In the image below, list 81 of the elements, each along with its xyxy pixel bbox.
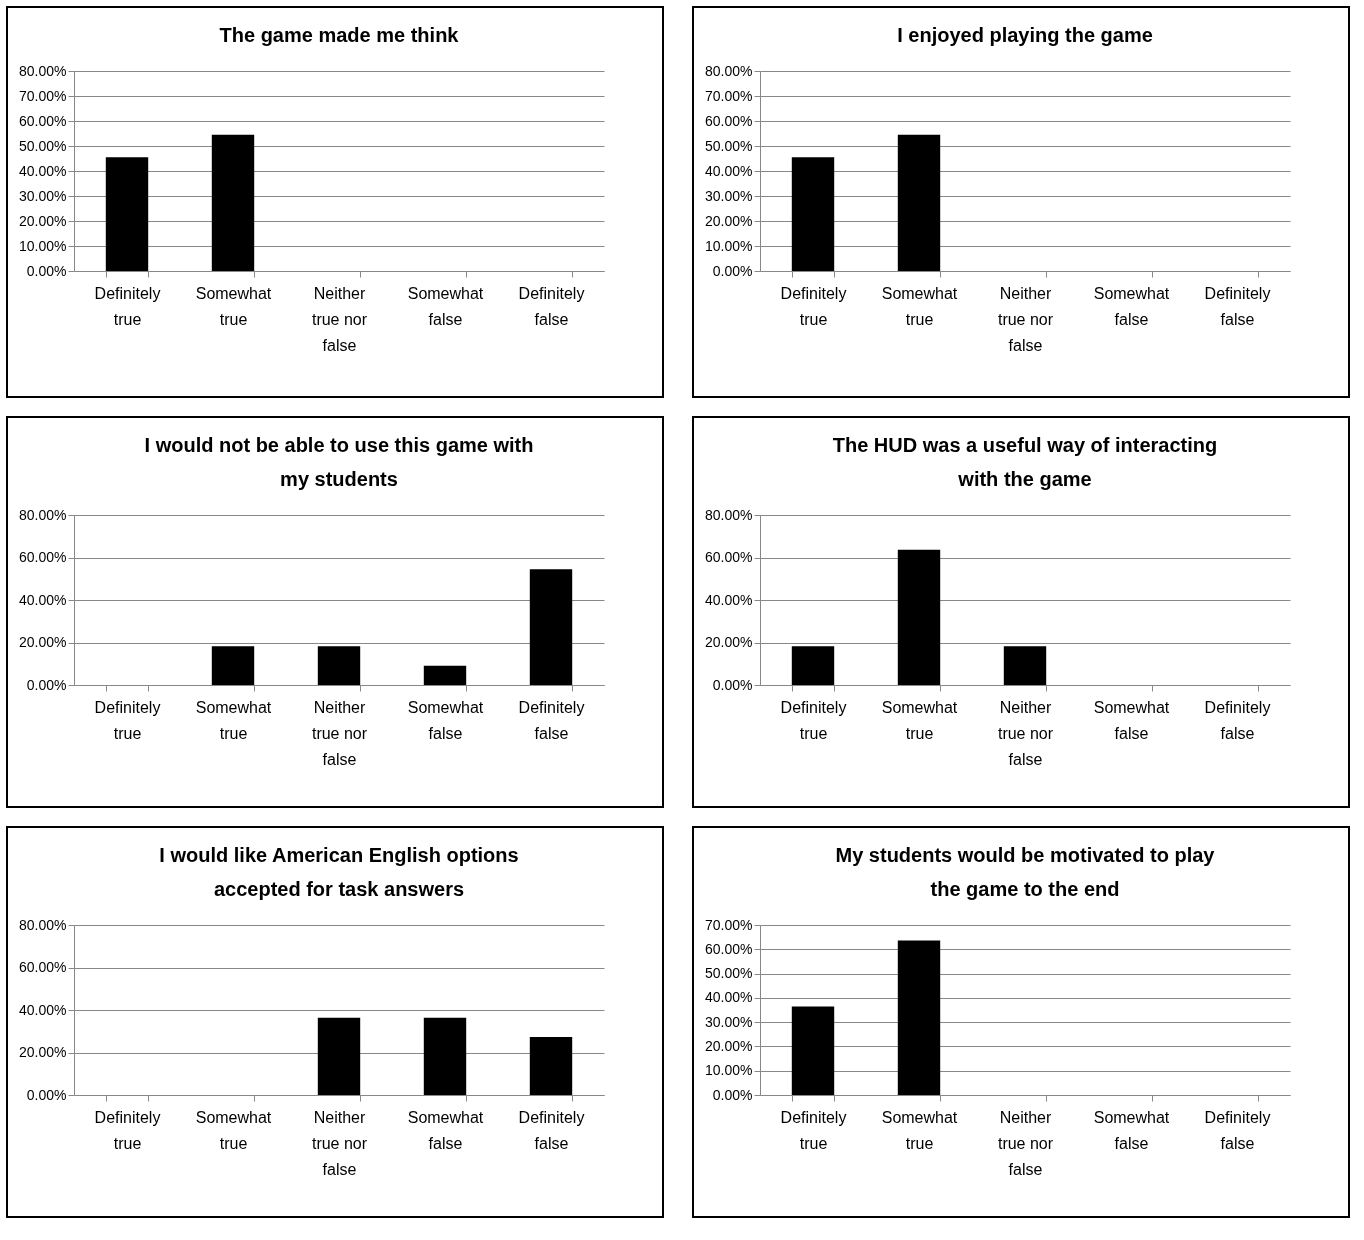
x-tick-label: Definitely false xyxy=(1204,1108,1271,1152)
y-tick-label: 50.00% xyxy=(19,137,67,154)
y-tick-label: 70.00% xyxy=(705,87,753,104)
y-tick-label: 40.00% xyxy=(705,591,753,608)
y-tick-label: 0.00% xyxy=(26,1086,67,1103)
x-tick-label: Definitely true xyxy=(780,284,847,328)
y-tick-label: 0.00% xyxy=(712,1086,753,1103)
x-tick-label: Neither true nor false xyxy=(311,698,368,768)
y-tick-label: 30.00% xyxy=(19,187,67,204)
y-tick-label: 80.00% xyxy=(19,916,67,933)
chart-title: The HUD was a useful way of interacting with the game xyxy=(832,434,1218,490)
x-tick-label: Definitely false xyxy=(518,698,585,742)
y-tick-label: 30.00% xyxy=(705,1013,753,1030)
x-tick-label: Somewhat false xyxy=(407,698,484,742)
x-tick-label: Somewhat true xyxy=(195,1108,272,1152)
x-tick-label: Neither true nor false xyxy=(311,284,368,354)
x-tick-label: Somewhat true xyxy=(881,284,958,328)
x-tick-label: Definitely true xyxy=(94,1108,161,1152)
x-tick-label: Somewhat false xyxy=(1093,284,1170,328)
y-tick-label: 0.00% xyxy=(26,262,67,279)
chart-title: I enjoyed playing the game xyxy=(897,24,1153,46)
x-tick-label: Somewhat false xyxy=(407,1108,484,1152)
y-tick-label: 40.00% xyxy=(19,591,67,608)
y-tick-label: 50.00% xyxy=(705,137,753,154)
y-tick-label: 0.00% xyxy=(712,676,753,693)
y-tick-label: 20.00% xyxy=(705,212,753,229)
x-tick-label: Definitely true xyxy=(94,284,161,328)
y-tick-label: 60.00% xyxy=(19,112,67,129)
x-tick-label: Neither true nor false xyxy=(997,1108,1054,1178)
x-tick-label: Definitely true xyxy=(780,698,847,742)
bar xyxy=(529,569,573,685)
x-tick-label: Neither true nor false xyxy=(997,698,1054,768)
chart-title: I would like American English options accepted for task answers xyxy=(159,844,519,900)
x-tick-label: Definitely true xyxy=(780,1108,847,1152)
y-tick-label: 20.00% xyxy=(19,634,67,650)
y-tick-label: 10.00% xyxy=(705,1062,753,1079)
y-tick-label: 0.00% xyxy=(712,262,753,279)
x-tick-label: Somewhat false xyxy=(1093,698,1170,742)
y-tick-label: 0.00% xyxy=(26,676,67,693)
y-tick-label: 80.00% xyxy=(19,506,67,523)
y-tick-label: 80.00% xyxy=(705,506,753,523)
x-tick-label: Somewhat true xyxy=(881,698,958,742)
x-tick-label: Somewhat true xyxy=(195,698,272,742)
chart-title: The game made me think xyxy=(219,24,460,46)
y-tick-label: 70.00% xyxy=(19,87,67,104)
x-tick-label: Definitely false xyxy=(518,284,585,328)
chart-title: My students would be motivated to play the game to the end xyxy=(835,844,1216,900)
y-tick-label: 50.00% xyxy=(705,965,753,982)
y-tick-label: 80.00% xyxy=(19,62,67,79)
y-tick-label: 60.00% xyxy=(19,959,67,975)
x-tick-label: Neither true nor false xyxy=(311,1108,368,1178)
x-tick-label: Somewhat false xyxy=(1093,1108,1170,1152)
x-tick-label: Definitely true xyxy=(94,698,161,742)
bar xyxy=(423,665,467,685)
y-tick-label: 60.00% xyxy=(19,549,67,565)
y-tick-label: 60.00% xyxy=(705,940,753,957)
y-tick-label: 70.00% xyxy=(705,916,753,933)
x-tick-label: Neither true nor false xyxy=(997,284,1054,354)
y-tick-label: 40.00% xyxy=(705,162,753,179)
x-tick-label: Somewhat true xyxy=(881,1108,958,1152)
y-tick-label: 20.00% xyxy=(19,1044,67,1060)
x-tick-label: Somewhat false xyxy=(407,284,484,328)
bar xyxy=(211,646,255,685)
x-tick-label: Definitely false xyxy=(1204,284,1271,328)
y-tick-label: 20.00% xyxy=(705,1037,753,1054)
y-tick-label: 10.00% xyxy=(705,237,753,254)
y-tick-label: 60.00% xyxy=(705,112,753,129)
y-tick-label: 20.00% xyxy=(19,212,67,229)
y-tick-label: 30.00% xyxy=(705,187,753,204)
y-tick-label: 20.00% xyxy=(705,634,753,650)
y-tick-label: 40.00% xyxy=(19,1001,67,1018)
y-tick-label: 10.00% xyxy=(19,237,67,254)
y-tick-label: 80.00% xyxy=(705,62,753,79)
x-tick-label: Definitely false xyxy=(518,1108,585,1152)
y-tick-label: 40.00% xyxy=(19,162,67,179)
y-tick-label: 60.00% xyxy=(705,549,753,565)
x-tick-label: Somewhat true xyxy=(195,284,272,328)
bar xyxy=(317,646,361,685)
x-tick-label: Definitely false xyxy=(1204,698,1271,742)
y-tick-label: 40.00% xyxy=(705,989,753,1006)
chart-title: I would not be able to use this game with my students xyxy=(144,434,534,490)
